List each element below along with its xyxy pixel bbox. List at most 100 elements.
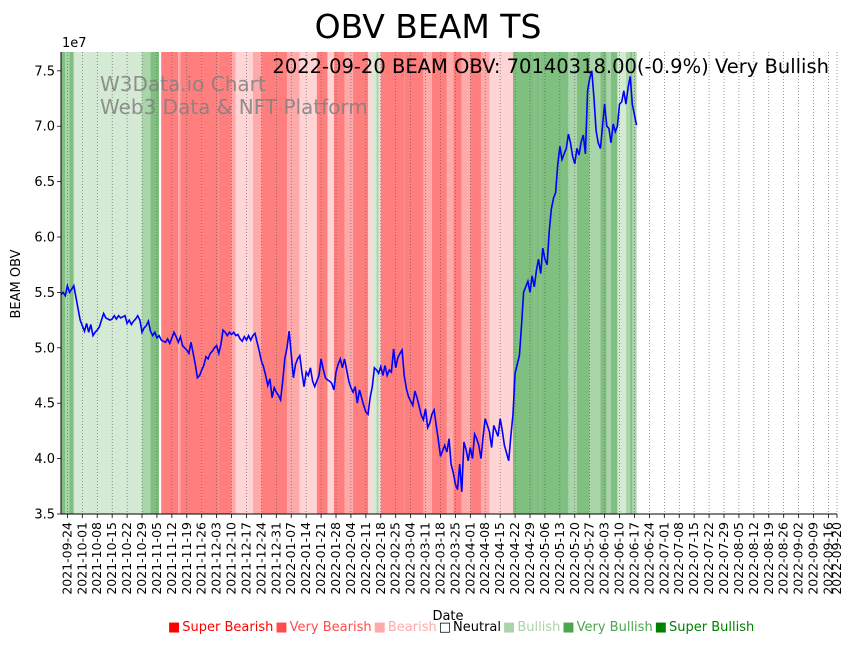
x-tick-label: 2021-12-17 <box>238 522 253 595</box>
y-tick-label: 5.5 <box>34 286 55 301</box>
regime-band <box>333 52 345 514</box>
regime-band <box>423 52 432 514</box>
x-tick-label: 2022-04-08 <box>477 522 492 595</box>
y-axis-label: BEAM OBV <box>9 249 24 318</box>
x-tick-label: 2022-02-11 <box>358 522 373 595</box>
x-tick-label: 2022-09-16 <box>820 522 835 595</box>
y-tick-label: 6.5 <box>34 175 55 190</box>
regime-band <box>606 52 612 514</box>
x-tick-label: 2022-06-24 <box>641 522 656 595</box>
regime-band <box>404 52 424 514</box>
regime-band <box>161 52 179 514</box>
regime-band <box>235 52 253 514</box>
x-tick-label: 2022-07-22 <box>701 522 716 595</box>
legend-swatch: ■ <box>562 620 575 635</box>
x-tick-label: 2022-08-19 <box>761 522 776 595</box>
regime-band <box>142 52 151 514</box>
regime-band <box>568 52 577 514</box>
chart-subtitle: 2022-09-20 BEAM OBV: 70140318.00(-0.9%) … <box>272 55 829 78</box>
legend-swatch: ■ <box>275 620 288 635</box>
y-tick-label: 4.5 <box>34 397 55 412</box>
x-tick-label: 2022-07-15 <box>686 522 701 595</box>
x-tick-label: 2022-04-29 <box>522 522 537 595</box>
x-tick-label: 2022-05-06 <box>537 522 552 595</box>
regime-band <box>376 52 379 514</box>
y-axis-ticks: 3.5 4.0 4.5 5.0 5.5 6.0 6.5 7.0 7.5 <box>34 64 61 523</box>
legend-item: ■ Bearish <box>374 620 437 635</box>
x-tick-label: 2021-12-31 <box>268 522 283 595</box>
regime-band <box>180 52 202 514</box>
x-tick-label: 2021-09-24 <box>59 522 74 595</box>
regime-band <box>344 52 354 514</box>
y-tick-label: 3.5 <box>34 508 55 523</box>
x-tick-label: 2022-07-01 <box>656 522 671 595</box>
x-tick-label: 2022-01-14 <box>298 522 313 595</box>
regime-band <box>489 52 513 514</box>
legend-swatch: ■ <box>503 620 516 635</box>
watermark-line2: Web3 Data & NFT Platform <box>100 95 368 119</box>
regime-band <box>378 52 381 514</box>
regime-band <box>201 52 219 514</box>
legend-item: ■ Very Bullish <box>562 620 652 635</box>
x-tick-label: 2022-08-05 <box>731 522 746 595</box>
obv-series-line <box>60 70 638 492</box>
regime-band <box>561 52 569 514</box>
x-tick-label: 2021-11-12 <box>164 522 179 595</box>
regime-band <box>159 52 162 514</box>
x-tick-label: 2022-05-27 <box>582 522 597 595</box>
x-tick-label: 2022-05-20 <box>567 522 582 595</box>
x-tick-label: 2022-03-11 <box>418 522 433 595</box>
regime-band <box>630 52 633 514</box>
legend-label: Neutral <box>453 620 502 635</box>
regime-band <box>231 52 236 514</box>
regime-band <box>625 52 631 514</box>
legend-item: ■ Very Bearish <box>275 620 371 635</box>
regime-band <box>261 52 287 514</box>
x-tick-label: 2022-05-13 <box>552 522 567 595</box>
x-tick-label: 2021-12-03 <box>209 522 224 595</box>
x-tick-label: 2022-06-03 <box>597 522 612 595</box>
regime-band <box>461 52 471 514</box>
x-axis-ticks: 2021-09-24 2021-10-01 2021-10-08 2021-10-15… <box>59 514 844 595</box>
regime-band <box>576 52 590 514</box>
x-tick-label: 2022-09-02 <box>791 522 806 595</box>
x-tick-label: 2022-04-01 <box>462 522 477 595</box>
legend: ■ Super Bearish ■ Very Bearish ■ Bearish □ Neut… <box>168 620 756 635</box>
legend-item: ■ Super Bearish <box>168 620 273 635</box>
x-tick-label: 2022-02-18 <box>373 522 388 595</box>
x-tick-label: 2022-01-21 <box>313 522 328 595</box>
regime-band <box>589 52 601 514</box>
x-tick-label: 2022-04-22 <box>507 522 522 595</box>
legend-swatch: ■ <box>168 620 181 635</box>
chart-title: OBV BEAM TS <box>315 7 542 46</box>
x-tick-label: 2022-03-04 <box>403 522 418 595</box>
legend-label: Super Bullish <box>668 620 755 635</box>
x-tick-label: 2021-10-01 <box>74 522 89 595</box>
x-tick-label: 2022-09-20 <box>829 522 844 595</box>
regime-band <box>534 52 541 514</box>
regime-band <box>252 52 262 514</box>
regime-band <box>372 52 377 514</box>
x-tick-label: 2022-01-28 <box>328 522 343 595</box>
regime-band <box>470 52 481 514</box>
axes <box>60 52 837 515</box>
regime-band <box>380 52 405 514</box>
y-multiplier: 1e7 <box>62 36 87 51</box>
regime-band <box>446 52 454 514</box>
regime-band <box>150 52 160 514</box>
legend-item: ■ Super Bullish <box>655 620 755 635</box>
y-tick-label: 6.0 <box>34 231 55 246</box>
x-tick-label: 2021-10-08 <box>89 522 104 595</box>
regime-band <box>73 52 143 514</box>
legend-label: Bullish <box>517 620 561 635</box>
x-tick-label: 2021-11-19 <box>179 522 194 595</box>
regime-band <box>540 52 562 514</box>
x-tick-label: 2021-10-15 <box>104 522 119 595</box>
regime-band <box>512 52 535 514</box>
x-tick-label: 2022-02-25 <box>388 522 403 595</box>
x-tick-label: 2022-06-10 <box>612 522 627 595</box>
legend-label: Bearish <box>387 620 437 635</box>
legend-label: Very Bullish <box>576 620 653 635</box>
x-tick-label: 2021-12-10 <box>224 522 239 595</box>
legend-item: □ Neutral <box>439 620 501 635</box>
